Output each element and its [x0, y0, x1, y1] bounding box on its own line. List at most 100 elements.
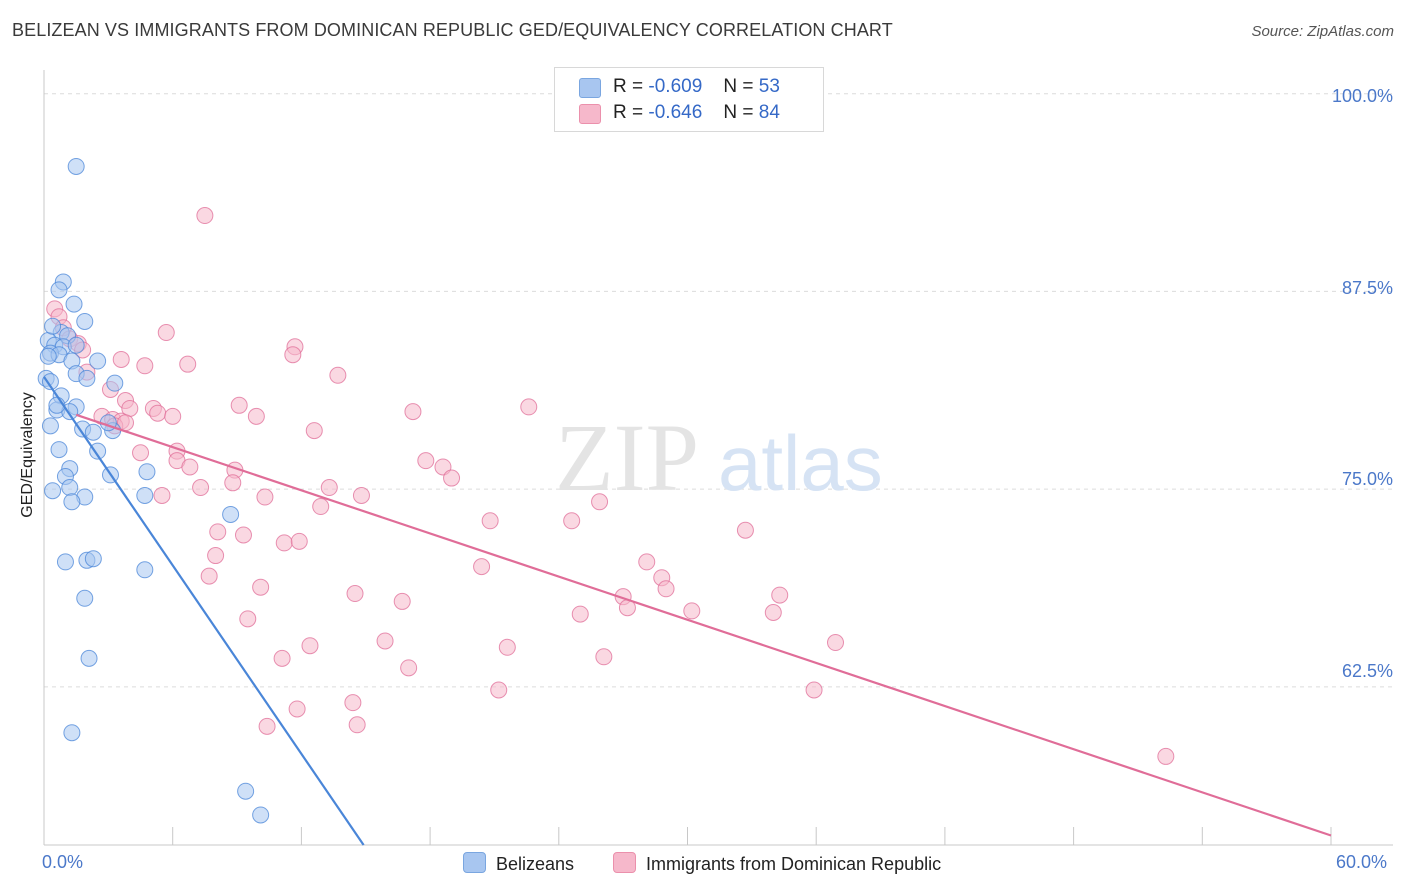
n-label: N = — [723, 76, 754, 97]
series-dominican-points — [46, 207, 1175, 765]
dominican-point — [136, 357, 154, 375]
dominican-point — [234, 526, 252, 544]
r-label: R = — [613, 102, 644, 123]
belizean-point — [138, 463, 156, 481]
y-tick-label: 62.5% — [1341, 661, 1393, 681]
dominican-point — [209, 523, 227, 541]
belizean-point — [78, 369, 96, 387]
legend-swatch-blue — [463, 852, 486, 873]
stats-swatch-pink — [579, 104, 601, 124]
dominican-point — [256, 488, 274, 506]
dominican-point — [200, 567, 218, 585]
n-label: N = — [723, 102, 754, 123]
dominican-point — [284, 346, 302, 364]
r-value: -0.646 — [648, 102, 703, 123]
dominican-point — [571, 605, 589, 623]
dominican-point — [112, 350, 130, 368]
belizean-trend-line — [43, 376, 365, 846]
dominican-point — [404, 403, 422, 421]
belizean-point — [136, 486, 154, 504]
dominican-point — [179, 355, 197, 373]
correlation-stats-box: R = -0.609 N = 53 R = -0.646 N = 84 — [554, 67, 824, 132]
trend-lines — [43, 376, 1332, 846]
dominican-point — [595, 648, 613, 666]
dominican-point — [827, 634, 845, 652]
dominican-point — [498, 638, 516, 656]
watermark: ZIP atlas — [555, 404, 883, 511]
dominican-point — [473, 558, 491, 576]
belizean-point — [41, 373, 59, 391]
dominican-point — [181, 458, 199, 476]
dominican-trend-line — [75, 413, 1332, 837]
watermark-atlas: atlas — [718, 419, 883, 507]
dominican-point — [771, 586, 789, 604]
source-label: Source: ZipAtlas.com — [1251, 23, 1394, 40]
dominican-point — [157, 324, 175, 342]
dominican-point — [230, 396, 248, 414]
watermark-zip: ZIP — [555, 404, 699, 511]
dominican-point — [301, 637, 319, 655]
legend-label: Belizeans — [496, 854, 575, 874]
belizean-point — [252, 806, 270, 824]
belizean-point — [84, 423, 102, 441]
belizean-point — [63, 493, 81, 511]
dominican-point — [275, 534, 293, 552]
r-label: R = — [613, 76, 644, 97]
dominican-point — [400, 659, 418, 677]
belizean-point — [89, 442, 107, 460]
dominican-point — [132, 444, 150, 462]
dominican-point — [192, 479, 210, 497]
n-value: 84 — [758, 102, 780, 123]
legend-swatch-pink — [613, 852, 636, 873]
belizean-point — [80, 649, 98, 667]
dominican-point — [481, 512, 499, 530]
dominican-point — [1157, 747, 1175, 765]
dominican-point — [252, 578, 270, 596]
belizean-point — [136, 561, 154, 579]
belizean-point — [65, 295, 83, 313]
belizean-point — [41, 417, 59, 435]
dominican-point — [224, 474, 242, 492]
belizean-point — [237, 782, 255, 800]
dominican-point — [638, 553, 656, 571]
dominican-point — [520, 398, 538, 416]
belizean-point — [76, 589, 94, 607]
legend-item-belizeans: Belizeans — [463, 852, 574, 875]
dominican-point — [443, 469, 461, 487]
belizean-point — [67, 157, 85, 175]
series-belizean-points — [37, 157, 270, 824]
dominican-point — [305, 422, 323, 440]
stats-swatch-blue — [579, 78, 601, 98]
grid-lines — [44, 93, 1393, 688]
dominican-point — [196, 207, 214, 225]
belizean-point — [67, 336, 85, 354]
dominican-point — [376, 632, 394, 650]
x-tick-label: 60.0% — [1336, 852, 1388, 872]
r-value: -0.609 — [648, 76, 703, 97]
dominican-point — [153, 486, 171, 504]
belizean-point — [50, 281, 68, 299]
belizean-point — [56, 553, 74, 571]
dominican-point — [346, 585, 364, 603]
belizean-point — [61, 479, 79, 497]
dominican-point — [329, 366, 347, 384]
belizean-point — [84, 550, 102, 568]
dominican-point — [805, 681, 823, 699]
belizean-point — [39, 347, 57, 365]
belizean-point — [50, 441, 68, 459]
dominican-point — [258, 717, 276, 735]
dominican-point — [683, 602, 701, 620]
dominican-point — [657, 580, 675, 598]
y-tick-label: 100.0% — [1331, 86, 1393, 106]
dominican-point — [273, 649, 291, 667]
dominican-point — [288, 700, 306, 718]
belizean-point — [63, 724, 81, 742]
dominican-point — [563, 512, 581, 530]
dominican-point — [239, 610, 257, 628]
chart-title: BELIZEAN VS IMMIGRANTS FROM DOMINICAN RE… — [12, 20, 893, 40]
dominican-point — [417, 452, 435, 470]
dominican-point — [490, 681, 508, 699]
n-value: 53 — [758, 76, 780, 97]
dominican-point — [348, 716, 366, 734]
